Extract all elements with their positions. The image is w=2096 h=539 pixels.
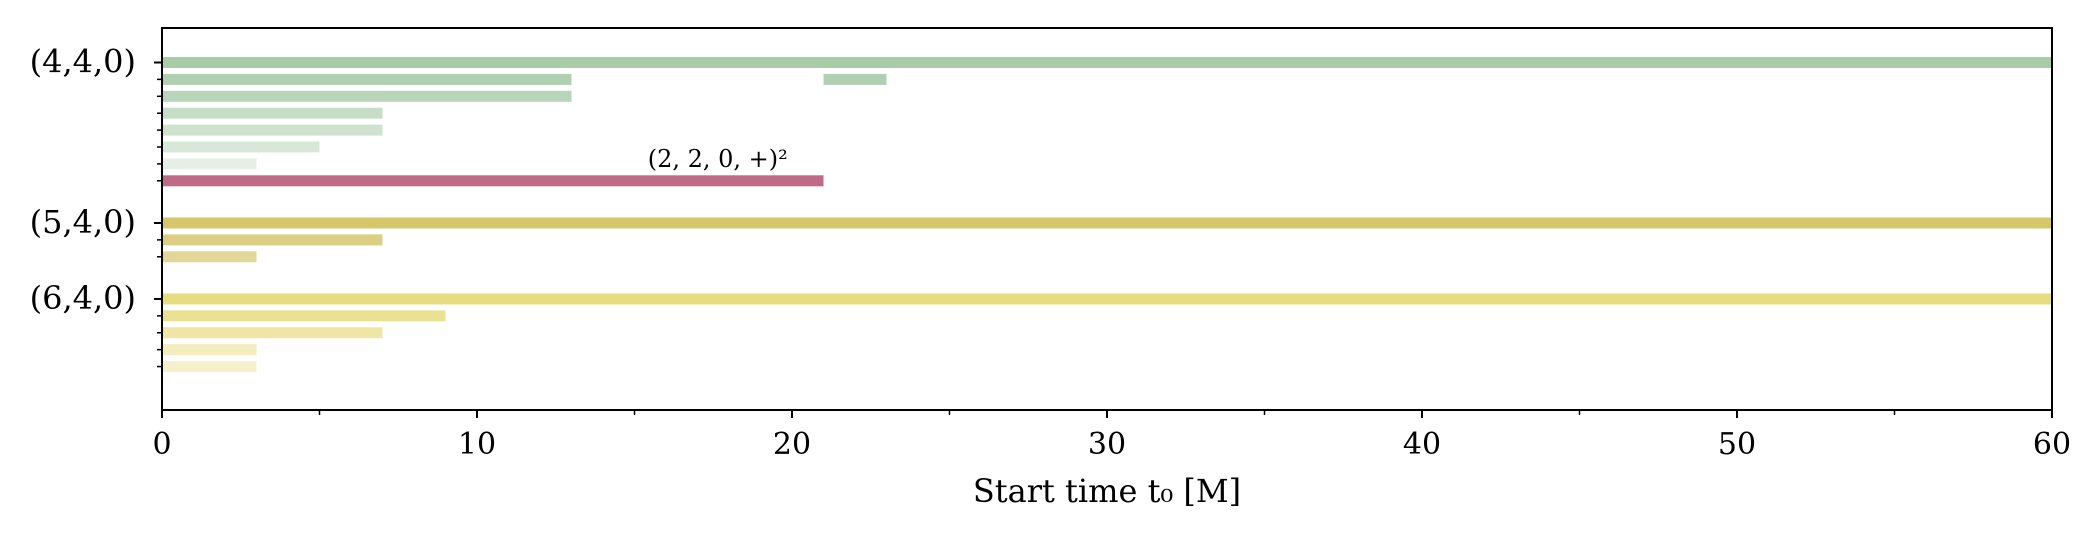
x-tick-label: 20 xyxy=(773,427,811,462)
y-group-label: (5,4,0) xyxy=(30,203,136,241)
bar-(6,4,0)-row2-seg0 xyxy=(162,327,383,339)
bar-(6,4,0)-row4-seg0 xyxy=(162,361,257,373)
x-tick-label: 60 xyxy=(2033,427,2071,462)
bar-annotation: (2, 2, 0, +)² xyxy=(648,145,788,173)
bar-(6,4,0)-row1-seg0 xyxy=(162,310,446,322)
bar-(4,4,0)-row5-seg0 xyxy=(162,141,320,153)
bar-(4,4,0)-row2-seg0 xyxy=(162,90,572,102)
bars-layer: (2, 2, 0, +)² xyxy=(162,57,2052,373)
bar-(4,4,0)-row1-seg0 xyxy=(162,73,572,85)
y-ticks-layer: (4,4,0) (5,4,0) (6,4,0) xyxy=(30,43,162,368)
y-group-label: (6,4,0) xyxy=(30,279,136,317)
x-tick-label: 10 xyxy=(458,427,496,462)
x-tick-label: 0 xyxy=(152,427,171,462)
bar-(4,4,0)-row6-seg0 xyxy=(162,158,257,170)
bar-(6,4,0)-row3-seg0 xyxy=(162,344,257,356)
x-tick-label: 50 xyxy=(1718,427,1756,462)
bar-(5,4,0)-row0-seg0 xyxy=(162,217,2052,229)
bar-(4,4,0)-row4-seg0 xyxy=(162,124,383,136)
x-axis-label: Start time t₀ [M] xyxy=(973,472,1241,510)
x-ticks-layer: 0 10 20 30 40 50 60 xyxy=(152,410,2071,462)
bar-(4,4,0)-row0-seg0 xyxy=(162,57,2052,68)
plot-frame xyxy=(161,27,2053,411)
x-tick-label: 30 xyxy=(1088,427,1126,462)
bar-(4,4,0)-row7-seg0 xyxy=(162,175,824,187)
bar-(5,4,0)-row1-seg0 xyxy=(162,234,383,246)
x-tick-label: 40 xyxy=(1403,427,1441,462)
bar-(6,4,0)-row0-seg0 xyxy=(162,293,2052,305)
bar-(5,4,0)-row2-seg0 xyxy=(162,251,257,263)
bar-(4,4,0)-row1-seg1 xyxy=(823,73,887,85)
y-group-label: (4,4,0) xyxy=(30,43,136,81)
bar-(4,4,0)-row3-seg0 xyxy=(162,107,383,119)
